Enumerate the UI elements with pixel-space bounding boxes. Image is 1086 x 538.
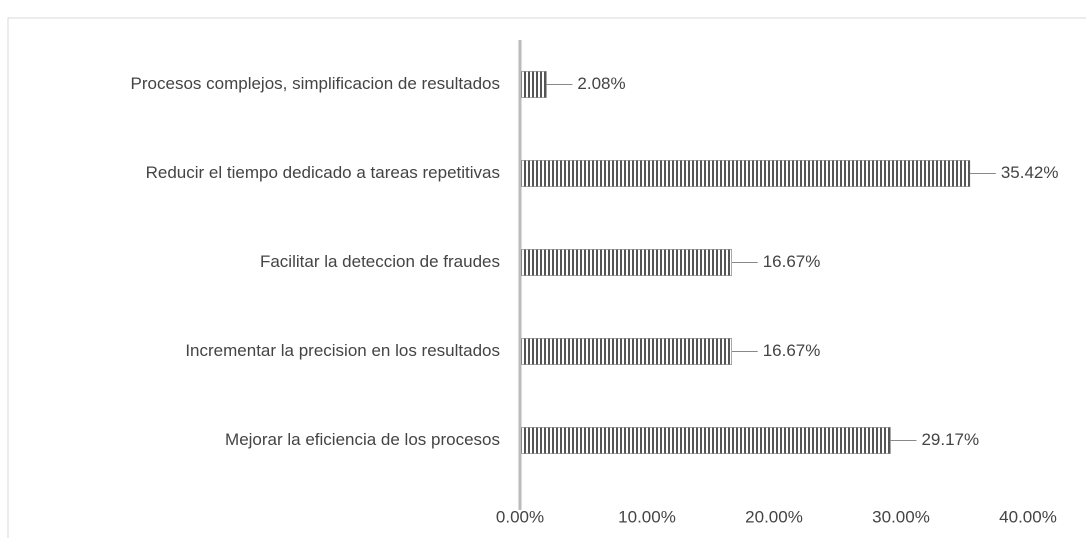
x-tick-label: 40.00% [999,507,1057,526]
y-tick-label: Procesos complejos, simplificacion de re… [131,74,500,93]
data-label: 29.17% [921,430,979,449]
y-tick-label: Facilitar la deteccion de fraudes [260,252,500,271]
bar [519,338,732,365]
bar [519,427,891,454]
bar [519,249,732,276]
bar [519,71,547,98]
chart-frame [7,17,1086,538]
y-tick-label: Reducir el tiempo dedicado a tareas repe… [146,163,500,182]
bar [519,160,971,187]
data-label: 16.67% [763,252,821,271]
data-label: 2.08% [577,74,625,93]
x-tick-label: 20.00% [745,507,803,526]
x-tick-label: 0.00% [496,507,544,526]
x-tick-label: 10.00% [618,507,676,526]
data-label: 16.67% [763,341,821,360]
y-tick-label: Mejorar la eficiencia de los procesos [225,430,500,449]
x-tick-label: 30.00% [872,507,930,526]
y-tick-label: Incrementar la precision en los resultad… [185,341,500,360]
data-label: 35.42% [1001,163,1059,182]
